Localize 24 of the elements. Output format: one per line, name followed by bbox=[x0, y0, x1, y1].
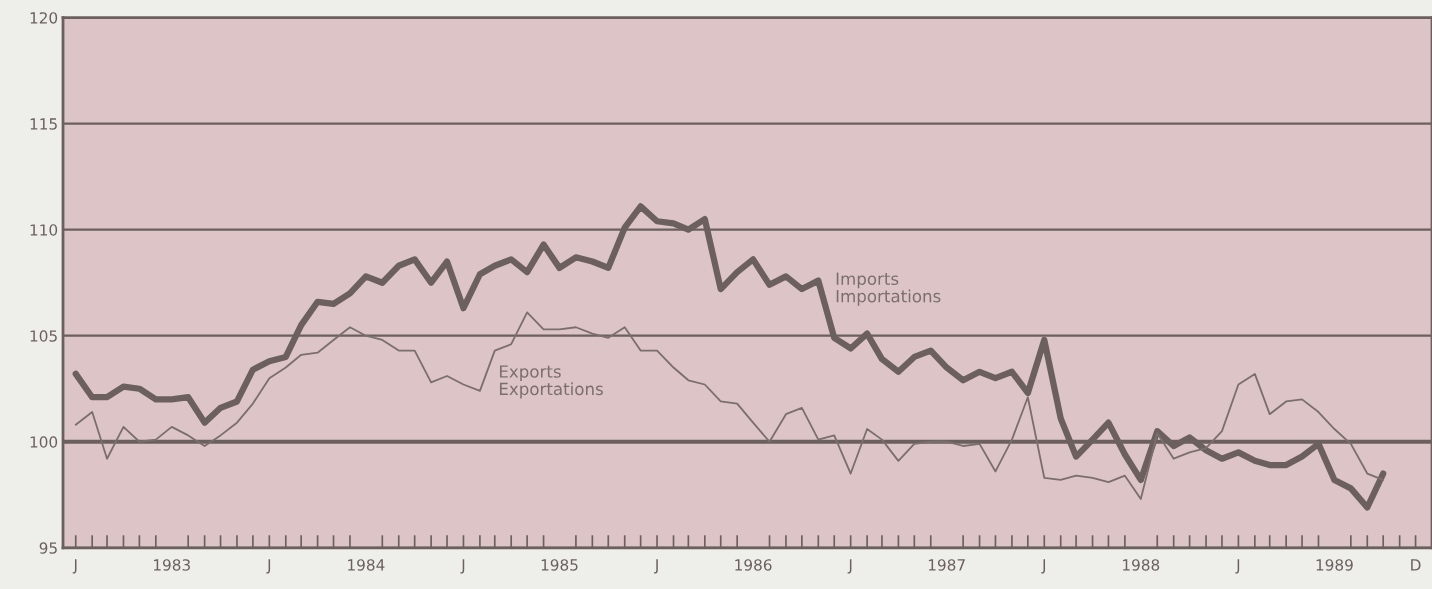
annotation: Exports Exportations bbox=[499, 365, 603, 399]
y-tick-label: 120 bbox=[30, 12, 58, 24]
annotation: Imports Importations bbox=[836, 272, 941, 306]
x-tick-label: 1984 bbox=[348, 559, 385, 571]
y-tick-label: 115 bbox=[30, 118, 57, 130]
y-tick-label: 105 bbox=[30, 330, 57, 342]
x-tick-label: J bbox=[460, 559, 465, 574]
y-tick-label: 110 bbox=[30, 224, 58, 236]
y-tick-label: 100 bbox=[30, 436, 58, 448]
x-tick-label: J bbox=[847, 559, 852, 574]
x-tick-label: J bbox=[654, 559, 658, 574]
x-tick-label: J bbox=[1041, 559, 1046, 574]
x-tick-label: 1985 bbox=[541, 559, 578, 571]
x-tick-label: 1988 bbox=[1123, 559, 1160, 571]
x-tick-label: 1989 bbox=[1316, 559, 1353, 571]
x-tick-label: 1987 bbox=[928, 559, 965, 571]
x-tick-label: D bbox=[1411, 559, 1421, 571]
line-series bbox=[74, 311, 1385, 500]
x-tick-label: 1986 bbox=[735, 559, 772, 571]
x-tick-label: 1983 bbox=[153, 559, 190, 571]
x-tick-label: J bbox=[266, 559, 271, 574]
x-tick-label: J bbox=[1235, 559, 1240, 574]
y-tick-label: 95 bbox=[39, 542, 57, 554]
x-tick-label: J bbox=[72, 559, 77, 574]
